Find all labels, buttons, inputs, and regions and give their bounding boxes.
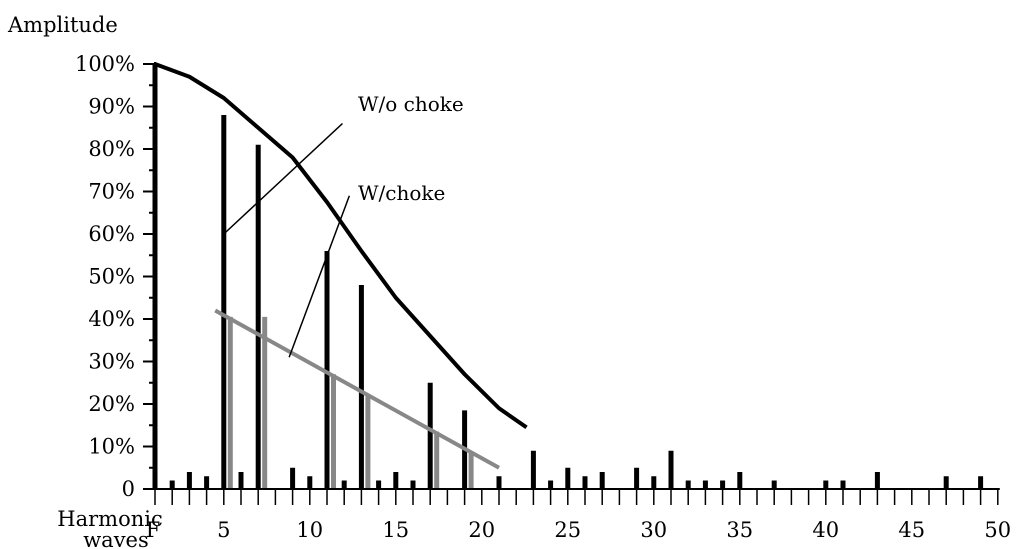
y-tick-label: 20% [88, 392, 135, 416]
bar-without-choke [874, 472, 880, 489]
bar-without-choke [358, 285, 364, 489]
y-tick-label: 50% [88, 265, 135, 289]
y-tick-label: 60% [88, 222, 135, 246]
bar-with-choke [468, 452, 474, 489]
bar-without-choke [496, 476, 502, 489]
bar-without-choke [324, 251, 330, 489]
x-axis-title: Harmonic waves [57, 507, 162, 549]
annotation-with-choke: W/choke [358, 181, 445, 205]
x-tick-label: 15 [382, 518, 409, 542]
bar-without-choke [341, 480, 347, 489]
bar-with-choke [262, 316, 268, 489]
annotation-without-choke: W/o choke [358, 92, 464, 116]
x-tick-label: F [146, 518, 161, 542]
envelope-without-choke [154, 62, 528, 430]
x-tick-label: 45 [898, 518, 925, 542]
bar-without-choke [668, 450, 674, 489]
bar-without-choke [530, 450, 536, 489]
bar-with-choke [227, 316, 233, 489]
bar-with-choke [365, 395, 371, 489]
bar-without-choke [651, 476, 657, 489]
x-tick-label: 35 [726, 518, 753, 542]
x-tick-label: 30 [640, 518, 667, 542]
bar-without-choke [186, 472, 192, 489]
bar-without-choke [221, 115, 227, 489]
x-tick-label: 40 [812, 518, 839, 542]
bar-without-choke [393, 472, 399, 489]
bar-with-choke [434, 431, 440, 489]
y-tick-label: 30% [88, 350, 135, 374]
x-tick-label: 25 [554, 518, 581, 542]
bar-without-choke [685, 480, 691, 489]
bar-without-choke [702, 480, 708, 489]
y-tick-label: 10% [88, 435, 135, 459]
bar-without-choke [840, 480, 846, 489]
bar-without-choke [565, 467, 571, 489]
x-tick-label: 20 [468, 518, 495, 542]
y-tick-label: 80% [88, 137, 135, 161]
bar-without-choke [427, 382, 433, 489]
bar-without-choke [238, 472, 244, 489]
bar-without-choke [943, 476, 949, 489]
annotation-leader-line [223, 122, 343, 235]
bar-without-choke [599, 472, 605, 489]
annotations-group: W/o choke W/choke [223, 92, 464, 358]
y-tick-label: 40% [88, 307, 135, 331]
x-tick-label: 5 [217, 518, 230, 542]
bar-without-choke [978, 476, 984, 489]
bar-without-choke [771, 480, 777, 489]
bar-without-choke [823, 480, 829, 489]
bar-without-choke [582, 476, 588, 489]
envelope-with-choke [214, 308, 500, 470]
y-tick-label: 90% [88, 95, 135, 119]
x-tick-label: 10 [296, 518, 323, 542]
bar-without-choke [307, 476, 313, 489]
axes-group: 0 10% 20% 30% 40% 50% 60% 70% 80% 90% 100% F 5 10 15 20… [75, 52, 1011, 542]
y-tick-label: 70% [88, 180, 135, 204]
annotation-leader-line [288, 195, 351, 358]
bars-group [152, 64, 984, 489]
y-axis-title: Amplitude [7, 13, 118, 37]
bar-without-choke [634, 467, 640, 489]
envelope-lines-group [154, 62, 528, 470]
bar-without-choke [290, 467, 296, 489]
bar-with-choke [331, 374, 336, 489]
y-tick-label: 0 [122, 477, 135, 501]
bar-without-choke [548, 480, 554, 489]
bar-without-choke [720, 480, 726, 489]
y-tick-label: 100% [75, 52, 135, 76]
x-tick-label: 50 [984, 518, 1011, 542]
bar-without-choke [410, 480, 416, 489]
bar-without-choke [169, 480, 175, 489]
bar-without-choke [376, 480, 382, 489]
bar-without-choke [204, 476, 210, 489]
bar-without-choke [255, 144, 261, 489]
bar-without-choke [737, 472, 743, 489]
